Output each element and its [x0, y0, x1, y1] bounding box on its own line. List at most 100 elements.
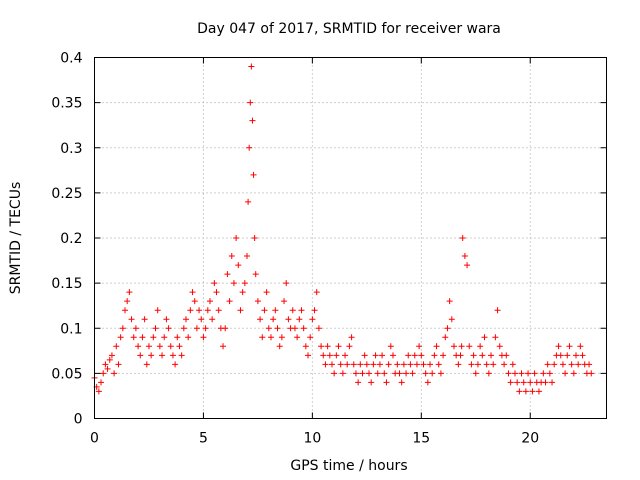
data-points [91, 63, 595, 395]
data-point [555, 343, 562, 350]
y-tick-label: 0.1 [60, 321, 82, 337]
data-point [405, 352, 412, 359]
x-tick-label: 5 [199, 431, 208, 447]
data-point [222, 325, 229, 332]
data-point [458, 343, 465, 350]
grid-lines [94, 57, 607, 419]
x-tick-label: 10 [303, 431, 321, 447]
data-point [305, 352, 312, 359]
data-point [368, 379, 375, 386]
data-point [326, 352, 333, 359]
data-point [551, 361, 558, 368]
data-point [355, 379, 362, 386]
data-point [183, 316, 190, 323]
data-point [224, 271, 231, 278]
data-point [246, 144, 253, 151]
data-point [520, 379, 527, 386]
data-point [265, 325, 272, 332]
data-point [311, 307, 318, 314]
data-point [128, 316, 135, 323]
data-point [180, 325, 187, 332]
data-point [152, 325, 159, 332]
data-point [335, 343, 342, 350]
data-point [511, 370, 518, 377]
data-point [357, 361, 364, 368]
data-point [132, 325, 139, 332]
data-point [178, 352, 185, 359]
data-point [505, 370, 512, 377]
data-point [387, 343, 394, 350]
data-point [383, 379, 390, 386]
data-point [139, 334, 146, 341]
data-point [159, 352, 166, 359]
y-tick-label: 0.4 [60, 51, 82, 67]
data-point [165, 325, 172, 332]
data-point [429, 370, 436, 377]
data-point [461, 253, 468, 260]
data-point [241, 280, 248, 287]
data-point [540, 370, 547, 377]
data-point [457, 352, 464, 359]
data-point [251, 235, 258, 241]
data-point [239, 289, 246, 296]
data-point [564, 352, 571, 359]
x-tick-label: 15 [412, 431, 430, 447]
data-point [117, 334, 124, 341]
data-point [424, 379, 431, 386]
data-point [270, 316, 277, 323]
tick-labels: 0 5 10 15 20 0 0.05 0.1 0.15 0.2 0.25 0.3 0.35 0.4 [51, 51, 539, 447]
data-point [167, 343, 174, 350]
data-point [267, 334, 274, 341]
data-point [211, 280, 218, 287]
data-point [344, 361, 351, 368]
data-point [161, 334, 168, 341]
data-point [141, 316, 148, 323]
data-point [546, 370, 553, 377]
data-point [359, 370, 366, 377]
data-point [352, 370, 359, 377]
data-point [535, 388, 542, 395]
data-point [416, 343, 423, 350]
data-point [413, 361, 420, 368]
data-point [302, 343, 309, 350]
y-tick-label: 0.25 [51, 186, 82, 202]
data-point [446, 298, 453, 305]
data-point [254, 298, 261, 305]
data-point [333, 352, 340, 359]
data-point [339, 370, 346, 377]
data-point [490, 361, 497, 368]
data-point [328, 361, 335, 368]
data-point [174, 334, 181, 341]
data-point [318, 343, 325, 350]
data-point [154, 307, 161, 314]
data-point [119, 325, 126, 332]
data-point [247, 99, 254, 106]
data-point [514, 379, 521, 386]
data-point [427, 361, 434, 368]
data-point [226, 298, 233, 305]
data-point [586, 361, 593, 368]
data-point [113, 343, 120, 350]
data-point [516, 388, 523, 395]
y-tick-label: 0.15 [51, 276, 82, 292]
data-point [361, 352, 368, 359]
data-point [102, 361, 109, 368]
data-point [248, 63, 255, 70]
data-point [420, 361, 427, 368]
data-point [220, 343, 227, 350]
data-point [544, 361, 551, 368]
data-point [542, 379, 549, 386]
data-point [372, 352, 379, 359]
data-point [137, 352, 144, 359]
data-point [320, 352, 327, 359]
data-point [261, 307, 268, 314]
data-point [346, 343, 353, 350]
data-point [244, 253, 251, 260]
data-point [206, 298, 213, 305]
y-axis-label: SRMTID / TECUs [8, 182, 24, 295]
data-point [185, 334, 192, 341]
data-point [525, 370, 532, 377]
data-point [322, 361, 329, 368]
x-tick-label: 20 [521, 431, 539, 447]
data-point [376, 361, 383, 368]
